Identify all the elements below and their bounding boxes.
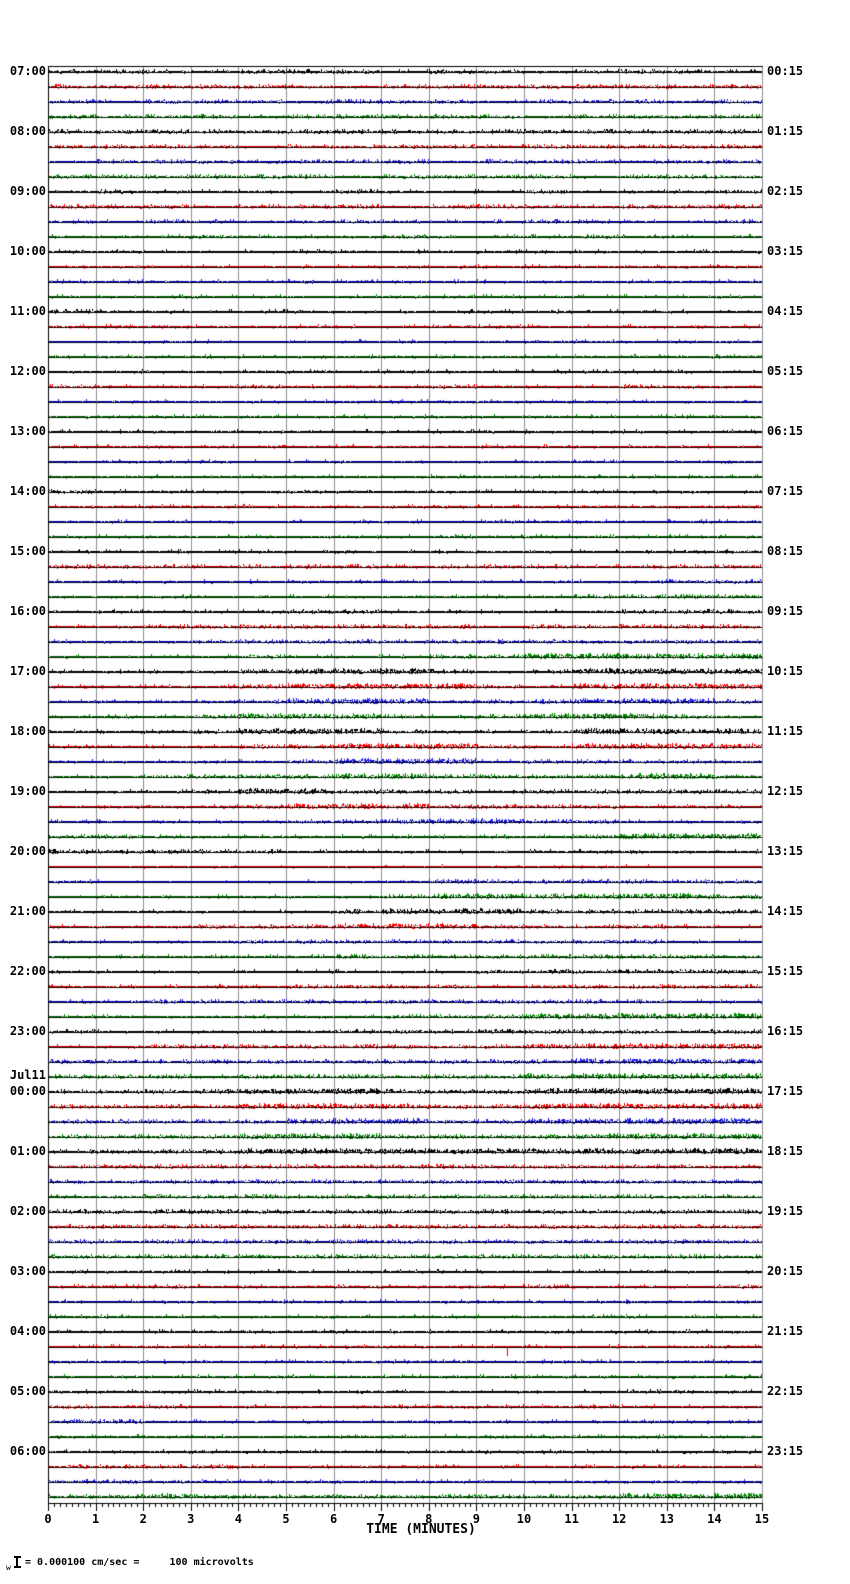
utc-hour-label: 18:00 [9,724,46,738]
pdt-hour-label: 00:15 [767,64,804,78]
x-axis-tick-label: 14 [707,1512,722,1526]
pdt-hour-label: 09:15 [767,604,804,618]
utc-hour-label: 12:00 [9,364,46,378]
utc-hour-label: 09:00 [9,184,46,198]
x-axis-tick-label: 12 [611,1512,627,1526]
pdt-hour-label: 17:15 [767,1084,804,1098]
x-axis-tick-label: 4 [234,1512,242,1526]
pdt-hour-label: 11:15 [767,724,804,738]
pdt-hour-label: 16:15 [767,1024,804,1038]
pdt-hour-label: 18:15 [767,1144,804,1158]
x-axis-tick-label: 11 [564,1512,579,1526]
footer-note-text: = 0.000100 cm/sec = 100 microvolts [25,1557,254,1568]
pdt-hour-label: 22:15 [767,1384,804,1398]
pdt-hour-label: 03:15 [767,244,804,258]
pdt-hour-label: 21:15 [767,1324,804,1338]
pdt-hour-label: 12:15 [767,784,804,798]
note-ibeam-icon [14,1556,21,1568]
utc-hour-label: 02:00 [9,1204,46,1218]
x-axis-tick-label: 13 [659,1512,675,1526]
utc-hour-label: 14:00 [9,484,46,498]
x-axis-tick-label: 6 [329,1512,338,1526]
utc-hour-label: 01:00 [9,1144,46,1158]
pdt-hour-label: 07:15 [767,484,804,498]
pdt-hour-label: 14:15 [767,904,804,918]
x-axis-tick-label: 15 [754,1512,770,1526]
utc-hour-label: 10:00 [9,244,46,258]
utc-hour-label: 04:00 [9,1324,46,1338]
utc-hour-label: 19:00 [9,784,46,798]
utc-hour-label: 08:00 [9,124,46,138]
utc-hour-label: 21:00 [9,904,46,918]
utc-hour-label: 20:00 [9,844,46,858]
utc-hour-label: 00:00 [9,1084,46,1098]
x-axis-tick-label: 3 [187,1512,195,1526]
note-prefix: w [6,1563,11,1572]
utc-hour-label: 16:00 [9,604,46,618]
pdt-hour-label: 20:15 [767,1264,804,1278]
pdt-hour-label: 13:15 [767,844,804,858]
utc-hour-label: 07:00 [9,64,46,78]
x-axis-tick-label: 1 [91,1512,100,1526]
utc-hour-label: 06:00 [9,1444,46,1458]
utc-hour-label: 11:00 [9,304,46,318]
x-axis-tick-label: 9 [472,1512,480,1526]
x-axis-tick-label: 0 [44,1512,52,1526]
utc-hour-label: 23:00 [9,1024,46,1038]
utc-hour-label: 05:00 [9,1384,46,1398]
utc-hour-label: 13:00 [9,424,46,438]
pdt-hour-label: 05:15 [767,364,804,378]
pdt-hour-label: 19:15 [767,1204,804,1218]
pdt-hour-label: 10:15 [767,664,804,678]
pdt-hour-label: 23:15 [767,1444,804,1458]
utc-date-note: Jul11 [9,1068,46,1082]
x-axis-title: TIME (MINUTES) [366,1522,476,1537]
x-axis-tick-label: 10 [516,1512,532,1526]
x-axis-tick-label: 2 [139,1512,147,1526]
x-axis-tick-label: 7 [377,1512,385,1526]
pdt-hour-label: 01:15 [767,124,804,138]
utc-hour-label: 15:00 [9,544,46,558]
utc-hour-label: 03:00 [9,1264,46,1278]
pdt-hour-label: 06:15 [767,424,804,438]
pdt-hour-label: 04:15 [767,304,804,318]
utc-hour-label: 17:00 [9,664,46,678]
x-axis-tick-label: 8 [425,1512,433,1526]
pdt-hour-label: 08:15 [767,544,804,558]
pdt-hour-label: 02:15 [767,184,804,198]
utc-hour-label: 22:00 [9,964,46,978]
x-axis-tick-label: 5 [282,1512,290,1526]
pdt-hour-label: 15:15 [767,964,804,978]
footer-note: = 0.000100 cm/sec = 100 microvolts [14,1556,254,1568]
